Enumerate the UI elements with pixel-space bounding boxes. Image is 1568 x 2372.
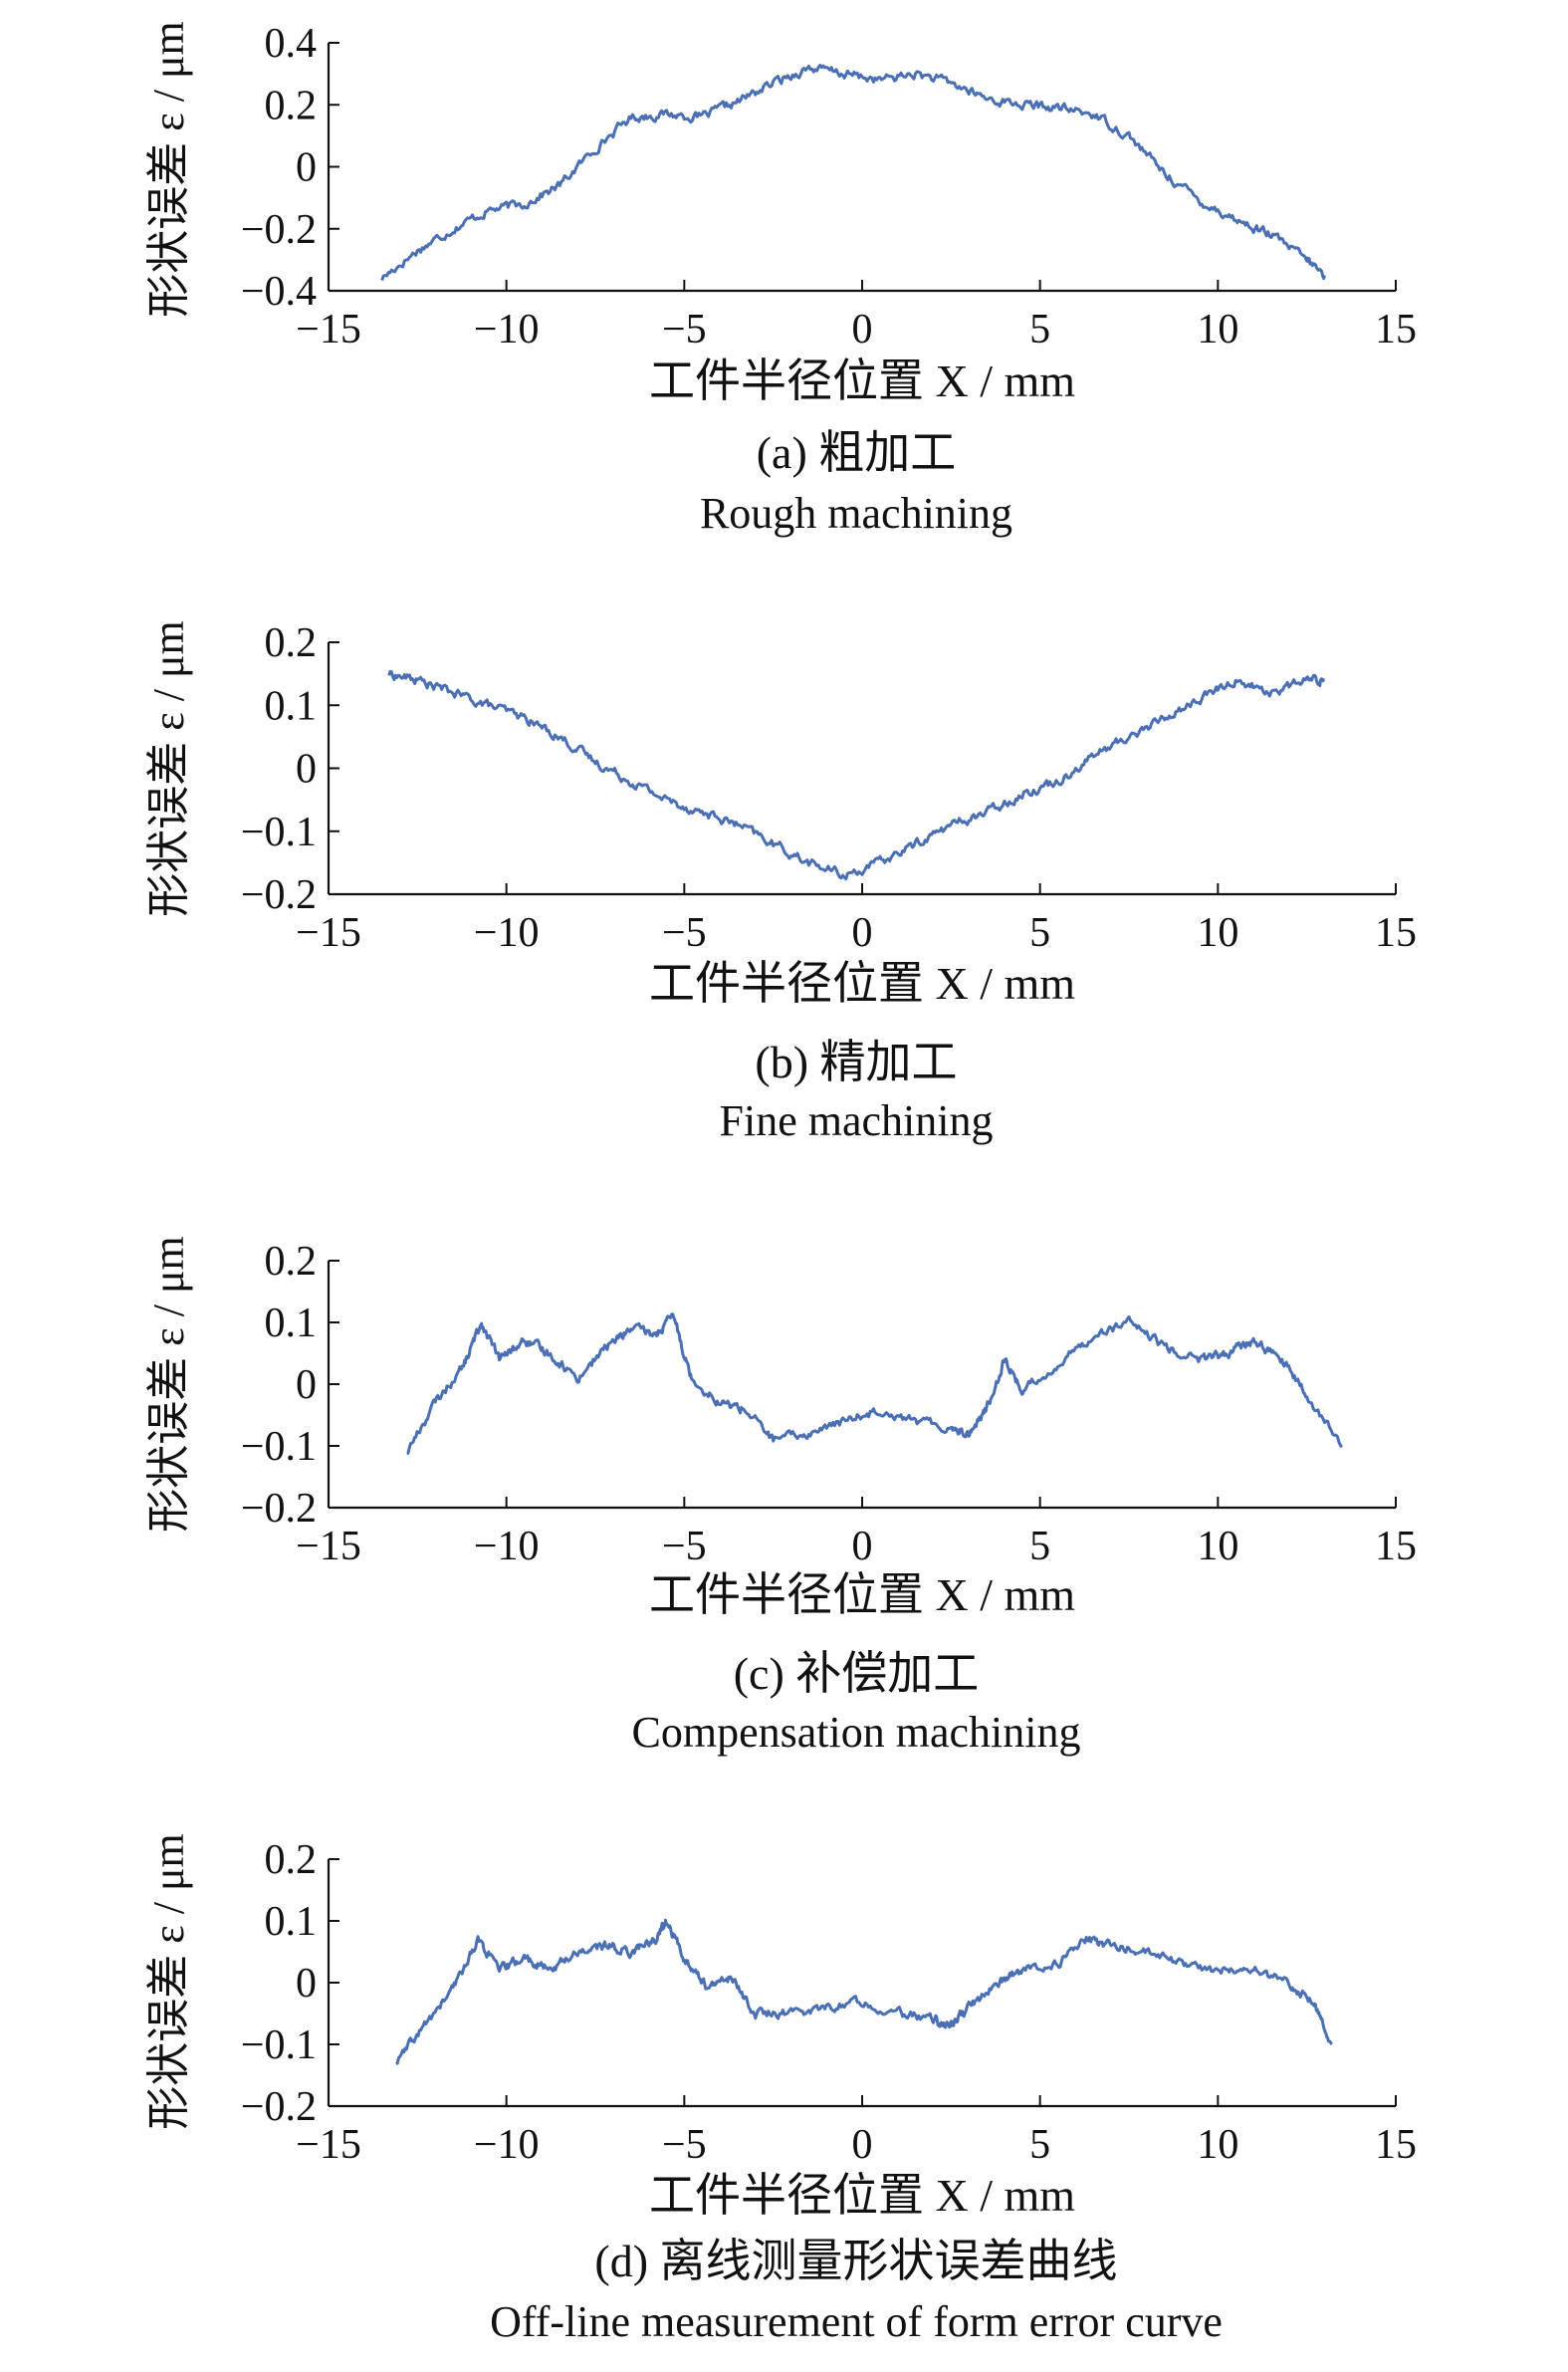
x-tick-label: 5 [1029, 2122, 1050, 2168]
y-tick-label: 0 [296, 1961, 317, 2007]
x-axis-label: 工件半径位置 X / mm [649, 1569, 1075, 1620]
panel-caption-cn: (a) 粗加工 [757, 427, 957, 478]
x-tick-label: −10 [474, 307, 540, 353]
x-tick-label: 15 [1375, 2122, 1417, 2168]
x-tick-label: 5 [1029, 910, 1050, 956]
x-tick-label: 5 [1029, 307, 1050, 353]
panel-caption-en: Compensation machining [632, 1708, 1081, 1757]
chart-panel-b: −15 −10 −5 0 5 10 15 −0.2 −0.1 0 0.1 0.2 工件半径位置 X / … [144, 620, 1417, 1145]
y-tick-label: −0.1 [241, 810, 317, 855]
y-tick-label: −0.2 [241, 207, 317, 253]
y-axis-label: 形状误差 ε / μm [144, 21, 193, 318]
panel-caption-cn: (b) 精加工 [755, 1037, 957, 1087]
x-tick-label: −5 [662, 1524, 707, 1569]
y-tick-label: 0.2 [265, 1837, 318, 1883]
x-tick-label: −5 [662, 910, 707, 956]
chart-panel-d: −15 −10 −5 0 5 10 15 −0.2 −0.1 0 0.1 0.2 工件半径位置 X / … [144, 1833, 1417, 2346]
y-tick-label: 0 [296, 1362, 317, 1408]
y-tick-label: 0.1 [265, 1899, 318, 1945]
y-tick-label: 0.2 [265, 83, 318, 128]
panel-caption-cn: (d) 离线测量形状误差曲线 [594, 2236, 1117, 2286]
form-error-series-line [395, 1918, 1333, 2065]
panel-caption-cn: (c) 补偿加工 [734, 1648, 980, 1699]
y-tick-label: −0.2 [241, 872, 317, 918]
chart-panel-c: −15 −10 −5 0 5 10 15 −0.2 −0.1 0 0.1 0.2 工件半径位置 X / … [144, 1236, 1417, 1757]
x-tick-label: −15 [296, 2122, 361, 2168]
x-tick-label: −5 [662, 2122, 707, 2168]
x-tick-label: −10 [474, 1524, 540, 1569]
y-tick-label: −0.4 [241, 269, 317, 315]
form-error-series-line [406, 1312, 1343, 1455]
x-axis-label: 工件半径位置 X / mm [649, 2170, 1075, 2221]
panel-caption-en: Rough machining [700, 489, 1012, 538]
y-tick-label: −0.2 [241, 1486, 317, 1532]
x-tick-label: 0 [852, 1524, 873, 1569]
y-tick-label: −0.2 [241, 2084, 317, 2130]
x-tick-label: 10 [1197, 307, 1238, 353]
x-tick-label: 5 [1029, 1524, 1050, 1569]
x-tick-label: 10 [1197, 910, 1238, 956]
x-tick-label: 10 [1197, 1524, 1238, 1569]
x-tick-label: −10 [474, 910, 540, 956]
x-tick-label: −15 [296, 1524, 361, 1569]
x-tick-label: −15 [296, 307, 361, 353]
x-tick-label: 0 [852, 910, 873, 956]
y-tick-label: 0 [296, 747, 317, 793]
x-tick-label: 0 [852, 2122, 873, 2168]
x-axis-label: 工件半径位置 X / mm [649, 958, 1075, 1009]
y-tick-label: 0.1 [265, 1301, 318, 1346]
x-tick-label: 15 [1375, 307, 1417, 353]
x-tick-label: −10 [474, 2122, 540, 2168]
x-tick-label: 0 [852, 307, 873, 353]
panel-caption-en: Off-line measurement of form error curve [490, 2297, 1223, 2346]
y-axis-label: 形状误差 ε / μm [144, 620, 193, 917]
y-tick-label: 0 [296, 145, 317, 191]
form-error-series-line [380, 64, 1326, 282]
panel-caption-en: Fine machining [720, 1096, 994, 1145]
y-tick-label: 0.2 [265, 620, 318, 666]
x-tick-label: 15 [1375, 910, 1417, 956]
y-tick-label: 0.4 [265, 21, 318, 67]
y-axis-label: 形状误差 ε / μm [144, 1833, 193, 2130]
x-axis-label: 工件半径位置 X / mm [649, 356, 1075, 406]
y-axis-label: 形状误差 ε / μm [144, 1236, 193, 1533]
y-tick-label: 0.1 [265, 683, 318, 729]
x-tick-label: −15 [296, 910, 361, 956]
y-tick-label: −0.1 [241, 1424, 317, 1470]
form-error-series-line [387, 669, 1326, 881]
x-tick-label: −5 [662, 307, 707, 353]
y-tick-label: −0.1 [241, 2022, 317, 2068]
x-tick-label: 15 [1375, 1524, 1417, 1569]
y-tick-label: 0.2 [265, 1239, 318, 1285]
x-tick-label: 10 [1197, 2122, 1238, 2168]
chart-panel-a: −15 −10 −5 0 5 10 15 −0.4 −0.2 0 0.2 0.4 工件半径位置 X / … [144, 21, 1417, 538]
